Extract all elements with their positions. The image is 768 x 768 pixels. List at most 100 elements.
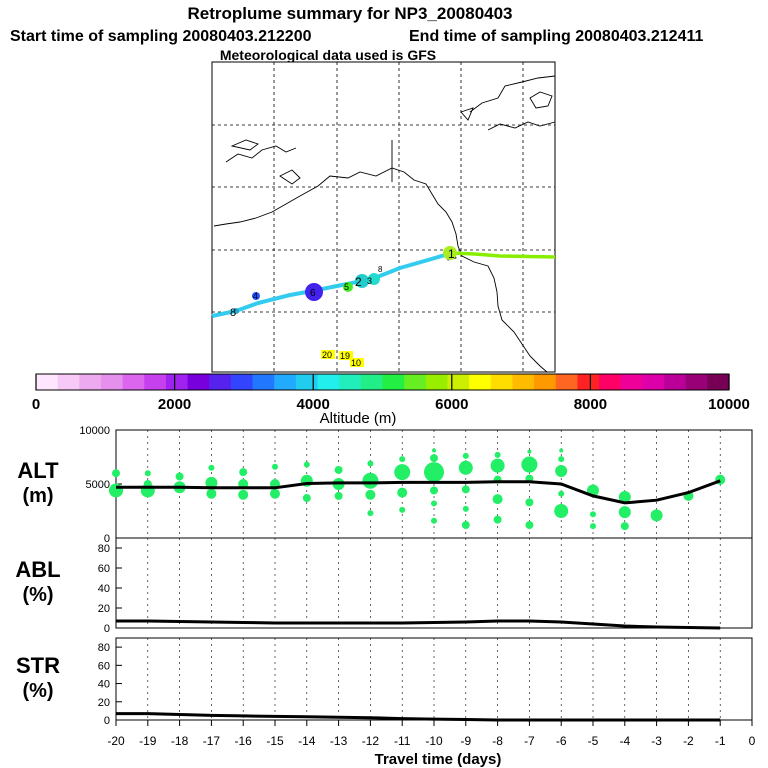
panel-yunit: (%) bbox=[22, 584, 53, 606]
x-tick-label: -12 bbox=[362, 734, 380, 748]
alt-data-point bbox=[394, 464, 411, 481]
plume-marker-day5 bbox=[343, 282, 353, 292]
alt-data-point bbox=[206, 488, 217, 499]
alt-data-point bbox=[367, 460, 374, 467]
x-tick-label: -13 bbox=[330, 734, 348, 748]
colorbar-cell bbox=[685, 374, 708, 390]
x-tick-label: -19 bbox=[139, 734, 157, 748]
start-time-text: Start time of sampling 20080403.212200 bbox=[10, 28, 312, 45]
plume-marker-day1 bbox=[443, 246, 457, 260]
panel-ylabel: STR bbox=[16, 653, 60, 678]
map-day-label: 1 bbox=[448, 247, 455, 261]
alt-data-point bbox=[461, 521, 470, 530]
map-frame bbox=[211, 61, 556, 373]
alt-data-point bbox=[558, 456, 565, 463]
panel-ylabel: ALT bbox=[17, 458, 59, 483]
alt-data-point bbox=[112, 469, 120, 478]
alt-data-point bbox=[365, 489, 376, 500]
x-tick-label: -17 bbox=[203, 734, 221, 748]
x-tick-label: -14 bbox=[298, 734, 316, 748]
colorbar-cell bbox=[36, 374, 59, 390]
colorbar-cell bbox=[317, 374, 340, 390]
y-tick-label: 60 bbox=[98, 563, 110, 575]
colorbar-tick-label: 4000 bbox=[297, 396, 330, 413]
alt-data-point bbox=[462, 505, 469, 512]
plume-marker-day19 bbox=[339, 351, 353, 360]
y-tick-label: 5000 bbox=[86, 479, 110, 491]
x-tick-label: -4 bbox=[619, 734, 630, 748]
alt-data-point bbox=[399, 506, 406, 513]
panel-alt: 10000 5000 0 ALT(m) bbox=[17, 425, 753, 545]
colorbar-cell bbox=[664, 374, 687, 390]
colorbar-cell bbox=[57, 374, 80, 390]
alt-median-line bbox=[116, 479, 721, 505]
panel-yunit: (m) bbox=[22, 485, 53, 507]
alt-data-point bbox=[618, 490, 631, 503]
colorbar-cell bbox=[490, 374, 514, 390]
alt-data-point bbox=[367, 510, 374, 517]
alt-data-point bbox=[490, 458, 505, 473]
x-tick-label: -16 bbox=[235, 734, 253, 748]
colorbar-cell bbox=[447, 374, 470, 390]
y-tick-label: 40 bbox=[98, 583, 110, 595]
map-graticule bbox=[212, 62, 555, 372]
alt-data-point bbox=[205, 476, 218, 489]
colorbar-cells bbox=[36, 374, 730, 390]
timeseries-panels: 1000050000ALT(m)806040200ABL(%)806040200… bbox=[15, 425, 753, 727]
colorbar-tick-label: 10000 bbox=[708, 396, 750, 413]
alt-data-point bbox=[590, 523, 596, 530]
alt-data-point bbox=[618, 506, 631, 519]
x-tick-label: -1 bbox=[715, 734, 726, 748]
alt-data-point bbox=[362, 472, 379, 489]
y-tick-label: 60 bbox=[98, 660, 110, 672]
alt-data-point bbox=[493, 515, 502, 524]
alt-data-point bbox=[492, 494, 503, 505]
colorbar-tick-label: 2000 bbox=[158, 396, 191, 413]
alt-data-point bbox=[432, 448, 436, 453]
plume-marker-day2 bbox=[355, 274, 369, 288]
panel-ylabel: ABL bbox=[15, 557, 60, 582]
x-tick-label: 0 bbox=[749, 734, 756, 748]
x-tick-label: -11 bbox=[394, 734, 411, 748]
plume-trajectory bbox=[211, 246, 556, 367]
alt-data-point bbox=[620, 522, 629, 531]
plume-marker-day10 bbox=[350, 358, 364, 367]
colorbar-cell bbox=[599, 374, 622, 390]
alt-data-point bbox=[109, 483, 123, 498]
colorbar-cell bbox=[252, 374, 275, 390]
met-data-text: Meteorological data used is GFS bbox=[220, 47, 436, 63]
x-tick-label: -2 bbox=[683, 734, 694, 748]
map-day-label: 6 bbox=[310, 288, 316, 299]
plume-marker-day20 bbox=[321, 350, 335, 359]
trajectory-recent-segment bbox=[451, 251, 556, 259]
y-tick-label: 80 bbox=[98, 543, 110, 555]
map-day-label: 20 bbox=[322, 350, 332, 360]
colorbar-cell bbox=[534, 374, 557, 390]
y-tick-label: 0 bbox=[104, 533, 110, 545]
colorbar-tick-label: 0 bbox=[32, 396, 40, 413]
colorbar-cell bbox=[425, 374, 449, 390]
colorbar-label: Altitude (m) bbox=[320, 410, 397, 427]
x-tick-label: -7 bbox=[524, 734, 535, 748]
y-tick-label: 20 bbox=[98, 603, 110, 615]
colorbar-cell bbox=[404, 374, 427, 390]
alt-data-point bbox=[238, 489, 249, 500]
colorbar-cell bbox=[642, 374, 665, 390]
alt-data-point bbox=[397, 487, 408, 498]
map-day-label: 4 bbox=[253, 291, 258, 301]
colorbar-cell bbox=[382, 374, 405, 390]
colorbar-tick-label: 6000 bbox=[435, 396, 468, 413]
alt-data-point bbox=[270, 488, 280, 499]
alt-data-point bbox=[554, 504, 569, 518]
alt-data-point bbox=[650, 509, 663, 522]
x-tick-label: -8 bbox=[492, 734, 503, 748]
x-tick-label: -5 bbox=[588, 734, 599, 748]
plume-marker-day3 bbox=[368, 273, 380, 285]
alt-data-point bbox=[175, 472, 184, 481]
colorbar-cell bbox=[165, 374, 189, 390]
panel-abl: 80 60 40 20 0 ABL(%) bbox=[15, 537, 753, 635]
alt-data-point bbox=[462, 452, 469, 459]
alt-data-point bbox=[559, 448, 564, 453]
alt-data-point bbox=[424, 462, 444, 483]
colorbar-cell bbox=[100, 374, 124, 390]
